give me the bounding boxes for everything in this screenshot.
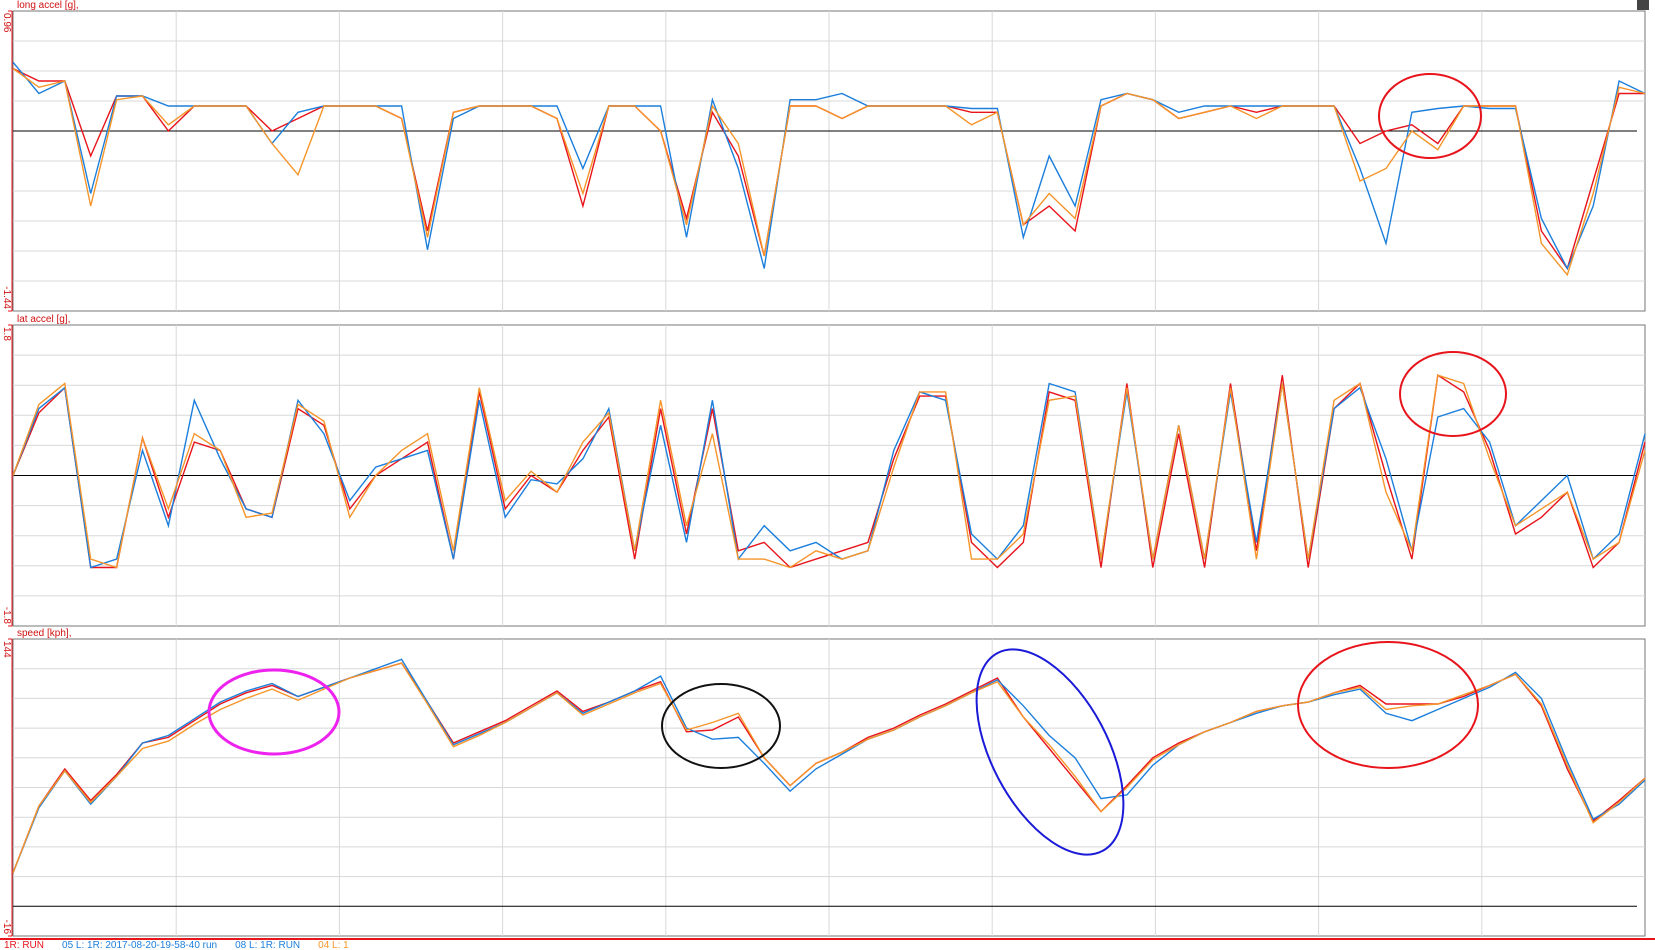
legend-entry: 05 L: 1R: 2017-08-20-19-58-40 run — [62, 940, 217, 950]
chart-title: speed [kph], — [17, 628, 71, 639]
annotation-circle — [975, 648, 1125, 856]
chart-panel: speed [kph], -16 144 — [1, 628, 1646, 937]
y-tick-label: 1.8 — [1, 327, 12, 341]
legend-entry: 08 L: 1R: RUN — [235, 940, 300, 950]
y-tick-label: -1.8 — [1, 607, 12, 625]
chart-panel: lat accel [g], -1.8 1.8 — [1, 314, 1646, 627]
y-tick-label: 144 — [1, 641, 12, 658]
data-line — [12, 61, 1646, 271]
y-tick-label: -16 — [1, 920, 12, 935]
y-tick-label: -1.44 — [1, 286, 12, 309]
annotations — [207, 73, 1507, 856]
data-line — [12, 374, 1646, 569]
chart-panel: long accel [g], -1.44 0.96 — [1, 0, 1646, 312]
annotation-circle — [661, 683, 781, 769]
legend: 1R: RUN 05 L: 1R: 2017-08-20-19-58-40 run… — [4, 940, 349, 950]
chart-title: lat accel [g], — [17, 314, 70, 325]
y-tick-label: 0.96 — [1, 13, 12, 33]
data-line — [12, 67, 1646, 277]
corner-button[interactable] — [1637, 0, 1649, 10]
annotation-circle — [1378, 73, 1482, 159]
legend-entry: 1R: RUN — [4, 940, 44, 950]
annotation-circle — [1297, 641, 1479, 769]
data-line — [12, 662, 1646, 874]
legend-entry: 04 L: 1 — [318, 940, 349, 950]
annotation-circle — [207, 668, 341, 756]
chart-title: long accel [g], — [17, 0, 79, 11]
data-line — [12, 658, 1646, 874]
annotation-circle — [1399, 351, 1507, 437]
